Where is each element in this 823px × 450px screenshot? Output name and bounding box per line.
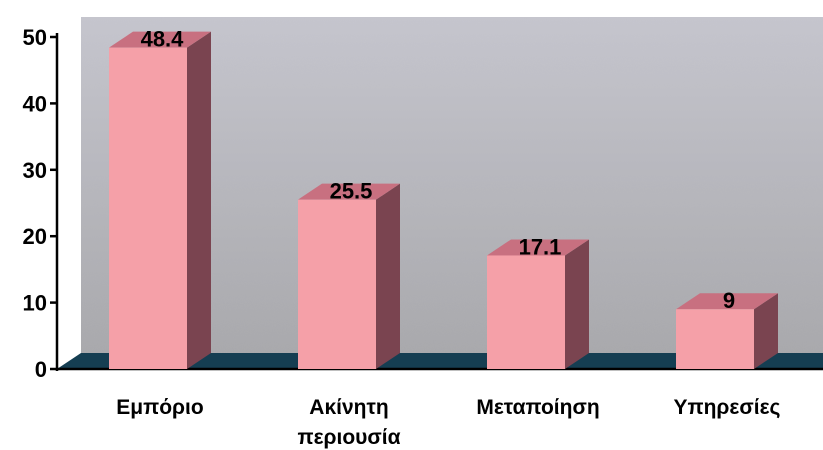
bar-top — [487, 239, 589, 256]
x-axis-labels: Εμπόριο Ακίνητη περιουσία Μεταποίηση Υπηρεσί… — [116, 396, 780, 449]
bar-top — [109, 31, 211, 48]
bar — [487, 239, 589, 369]
bar — [109, 31, 211, 370]
bar-front — [298, 199, 376, 369]
category-label: περιουσία — [297, 426, 400, 449]
y-tick-label: 20 — [23, 224, 47, 249]
y-tick-label: 0 — [35, 357, 47, 382]
bar-side — [187, 31, 211, 370]
y-tick-label: 50 — [23, 25, 47, 50]
data-label: 9 — [723, 288, 735, 313]
category-label: Μεταποίηση — [476, 396, 599, 419]
bar-side — [754, 293, 778, 369]
category-label: Υπηρεσίες — [674, 396, 781, 419]
bar-front — [676, 309, 754, 369]
data-label: 25.5 — [330, 179, 373, 204]
bar-top — [298, 183, 400, 200]
bar-front — [109, 47, 187, 370]
data-label: 17.1 — [519, 234, 562, 259]
category-label: Εμπόριο — [116, 396, 203, 419]
bars: 48.4 25.5 17.1 9 — [109, 27, 778, 370]
floor — [57, 353, 823, 369]
bar-side — [565, 239, 589, 369]
data-label: 48.4 — [141, 27, 185, 52]
bar — [676, 293, 778, 369]
bar-side — [376, 183, 400, 369]
bar-front — [487, 255, 565, 369]
y-tick-label: 10 — [23, 291, 47, 316]
category-label: Ακίνητη — [309, 396, 388, 419]
bar-top — [676, 293, 778, 310]
y-tick-label: 40 — [23, 91, 47, 116]
bar — [298, 183, 400, 369]
y-tick-label: 30 — [23, 158, 47, 183]
